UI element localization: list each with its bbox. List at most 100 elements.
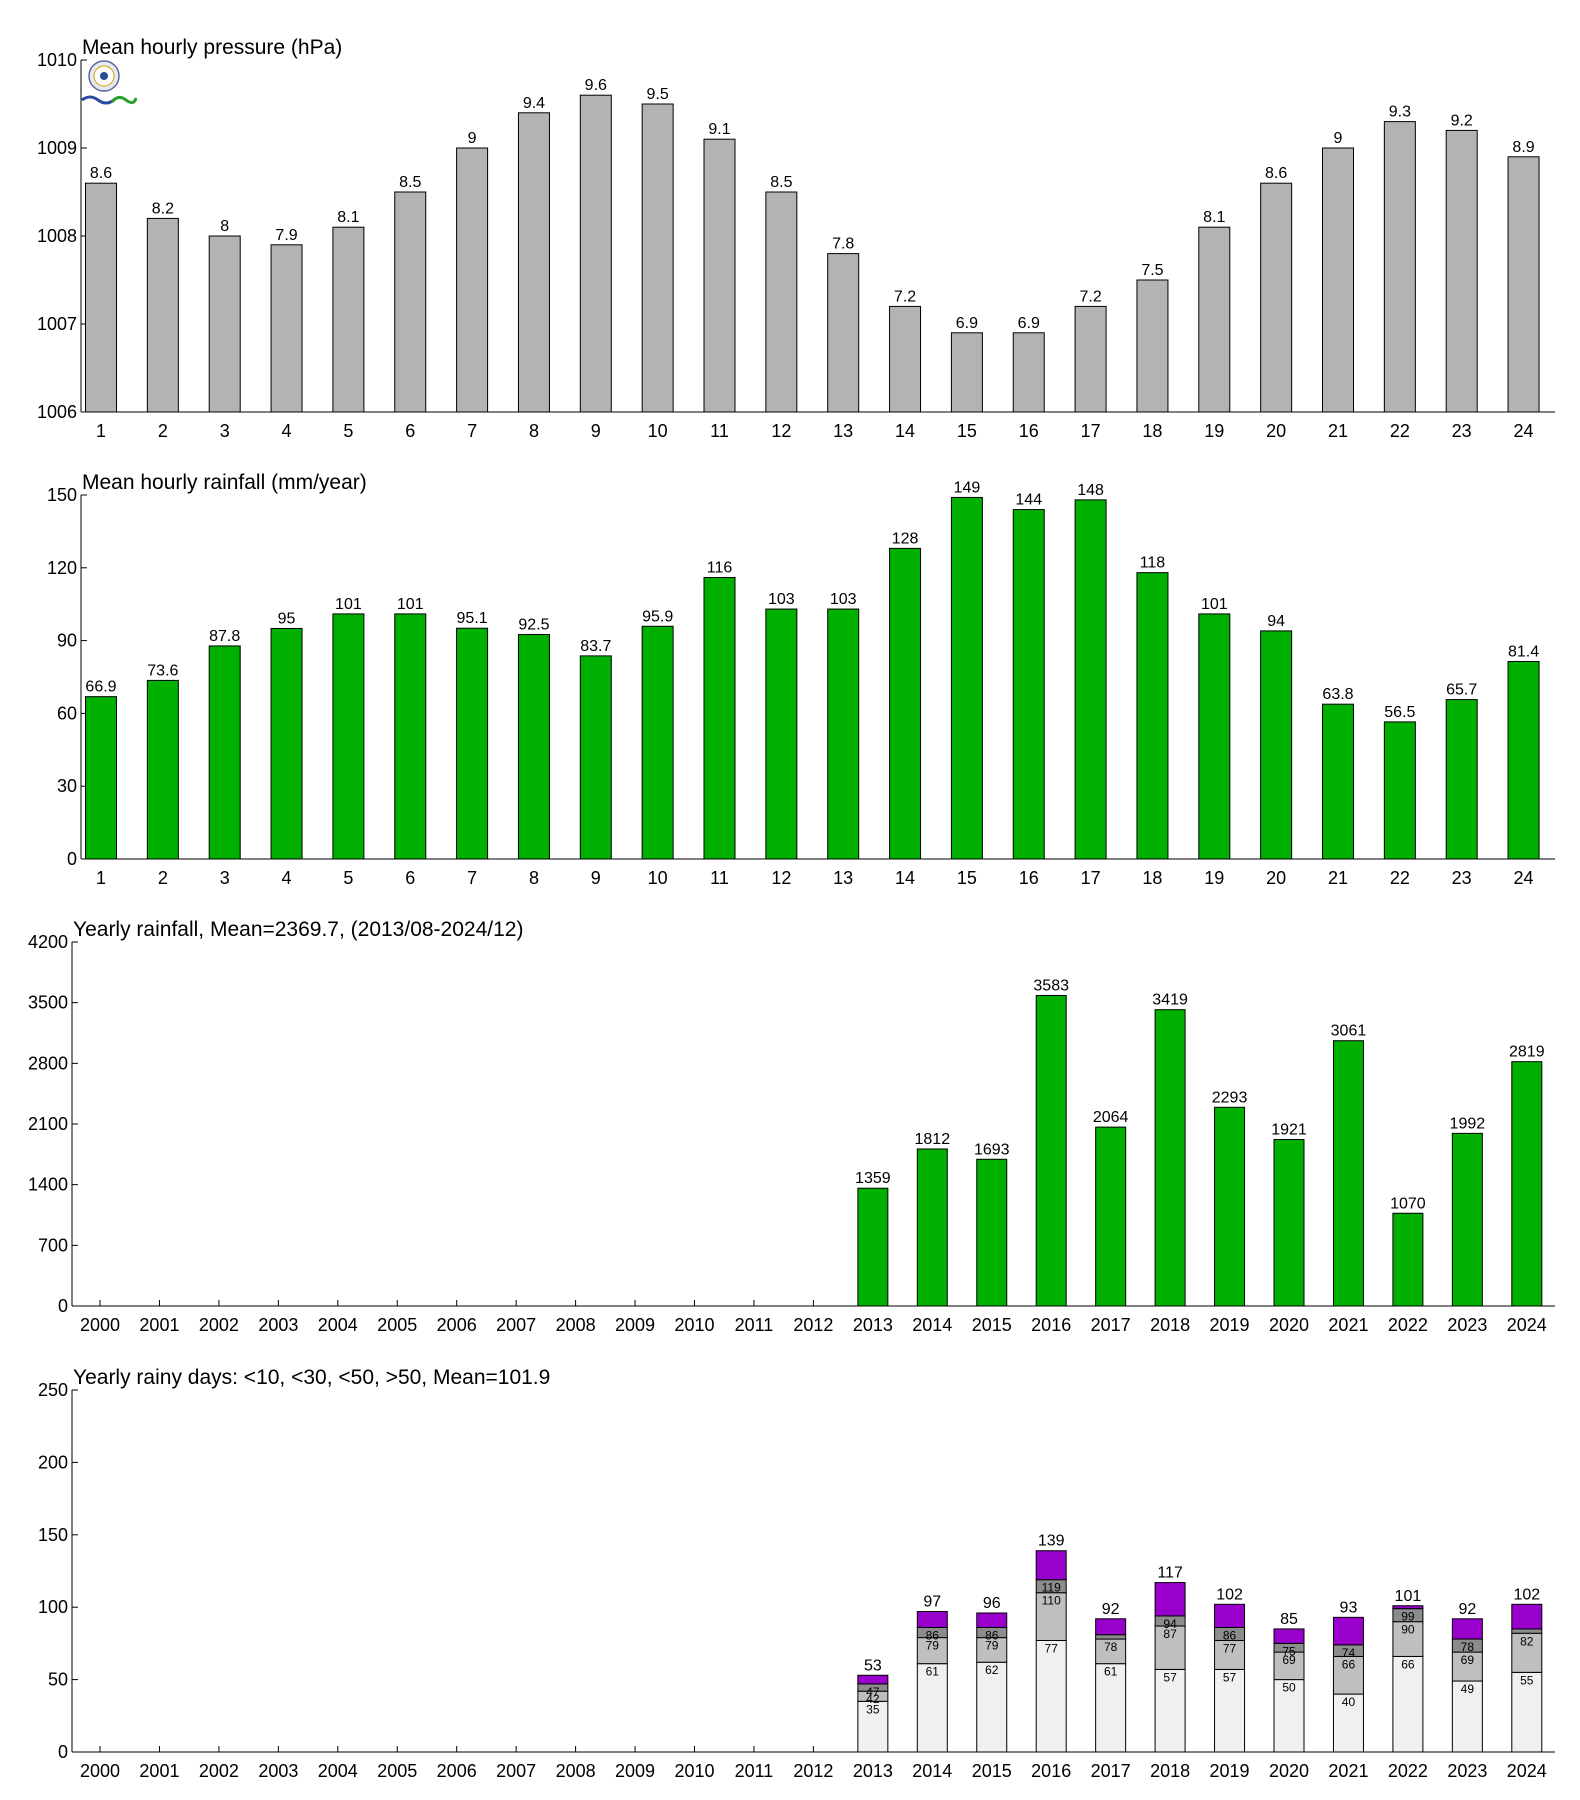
segment-value-label: 99 xyxy=(1401,1610,1415,1624)
bar xyxy=(394,191,427,413)
segment-value-label: 57 xyxy=(1163,1670,1177,1684)
segment-value-label: 86 xyxy=(926,1628,940,1642)
x-tick-label: 2021 xyxy=(1328,1315,1368,1335)
segment-value-label: 86 xyxy=(985,1628,999,1642)
stacked-bar-segment xyxy=(1154,1625,1186,1670)
x-tick-label: 2002 xyxy=(199,1315,239,1335)
stacked-bar-segment xyxy=(1095,1634,1127,1640)
bar-value-label: 101 xyxy=(397,596,424,613)
bar-value-label: 95.1 xyxy=(457,610,488,627)
x-tick-label: 9 xyxy=(591,868,601,888)
segment-value-label: 40 xyxy=(1342,1695,1356,1709)
y-tick-label: 150 xyxy=(38,1525,68,1545)
x-tick-label: 2004 xyxy=(318,1315,358,1335)
y-tick-label: 1007 xyxy=(37,314,77,334)
segment-value-label: 77 xyxy=(1223,1642,1237,1656)
bar xyxy=(889,305,922,413)
segment-value-label: 49 xyxy=(1461,1682,1475,1696)
stacked-bar-segment xyxy=(1095,1638,1127,1665)
x-tick-label: 22 xyxy=(1390,421,1410,441)
segment-value-label: 57 xyxy=(1223,1670,1237,1684)
bar xyxy=(765,608,798,860)
segment-value-label: 50 xyxy=(1282,1681,1296,1695)
bar xyxy=(1273,1139,1305,1307)
x-tick-label: 2005 xyxy=(377,1315,417,1335)
bar xyxy=(517,112,550,413)
bar xyxy=(1095,1126,1127,1307)
bar xyxy=(857,1187,889,1307)
x-tick-label: 2003 xyxy=(258,1315,298,1335)
x-tick-label: 2012 xyxy=(793,1761,833,1781)
x-tick-label: 10 xyxy=(648,868,668,888)
bar-value-label: 8 xyxy=(220,218,229,235)
x-tick-label: 1 xyxy=(96,868,106,888)
y-tick-label: 1008 xyxy=(37,226,77,246)
x-tick-label: 15 xyxy=(957,421,977,441)
x-tick-label: 2019 xyxy=(1210,1761,1250,1781)
bar xyxy=(517,634,550,860)
bar-value-label: 8.5 xyxy=(770,174,792,191)
x-tick-label: 2008 xyxy=(556,1761,596,1781)
x-tick-label: 21 xyxy=(1328,421,1348,441)
x-tick-label: 17 xyxy=(1081,868,1101,888)
bar xyxy=(1322,147,1354,413)
y-tick-label: 30 xyxy=(57,776,77,796)
segment-value-label: 66 xyxy=(1342,1657,1356,1671)
bar xyxy=(1012,332,1045,413)
x-tick-label: 2013 xyxy=(853,1761,893,1781)
stacked-bar-segment xyxy=(1332,1655,1364,1695)
bar-value-label: 128 xyxy=(892,530,919,547)
bar-value-label: 8.1 xyxy=(1203,209,1225,226)
bar xyxy=(1383,721,1416,860)
x-tick-label: 2009 xyxy=(615,1315,655,1335)
bar xyxy=(1214,1106,1246,1307)
segment-value-label: 90 xyxy=(1401,1623,1415,1637)
bar-value-label: 66.9 xyxy=(85,679,116,696)
x-tick-label: 6 xyxy=(405,868,415,888)
stacked-bar-segment xyxy=(1273,1679,1305,1753)
stacked-bar-segment xyxy=(1392,1621,1424,1657)
bar xyxy=(456,627,489,860)
bar xyxy=(641,103,674,413)
bar-value-label: 1812 xyxy=(915,1131,951,1148)
x-tick-label: 2023 xyxy=(1447,1315,1487,1335)
bar-value-label: 9.1 xyxy=(708,121,730,138)
bar-value-label: 149 xyxy=(954,479,981,496)
x-tick-label: 6 xyxy=(405,421,415,441)
bar-value-label: 8.1 xyxy=(337,209,359,226)
y-tick-label: 0 xyxy=(58,1742,68,1762)
x-tick-label: 4 xyxy=(282,421,292,441)
bar-value-label: 94 xyxy=(1267,613,1285,630)
bar xyxy=(641,625,674,860)
bar-value-label: 1359 xyxy=(855,1170,891,1187)
x-tick-label: 9 xyxy=(591,421,601,441)
x-tick-label: 5 xyxy=(343,868,353,888)
bar-value-label: 2064 xyxy=(1093,1109,1129,1126)
segment-value-label: 75 xyxy=(1282,1644,1296,1658)
x-tick-label: 22 xyxy=(1390,868,1410,888)
bar xyxy=(1198,226,1231,413)
bar-value-label: 116 xyxy=(707,560,733,577)
y-tick-label: 200 xyxy=(38,1452,68,1472)
bar xyxy=(1074,499,1107,860)
segment-value-label: 119 xyxy=(1042,1581,1061,1595)
bar xyxy=(85,696,117,860)
x-tick-label: 4 xyxy=(282,868,292,888)
stacked-bar-segment xyxy=(916,1637,948,1665)
x-tick-label: 19 xyxy=(1204,421,1224,441)
x-tick-label: 2021 xyxy=(1328,1761,1368,1781)
segment-value-label: 82 xyxy=(1520,1634,1534,1648)
bar xyxy=(579,94,612,413)
bar xyxy=(1154,1009,1186,1307)
x-tick-label: 2017 xyxy=(1091,1315,1131,1335)
bar-value-label: 9.4 xyxy=(523,95,545,112)
x-tick-label: 2004 xyxy=(318,1761,358,1781)
x-tick-label: 17 xyxy=(1081,421,1101,441)
x-tick-label: 2003 xyxy=(258,1761,298,1781)
x-tick-label: 2020 xyxy=(1269,1761,1309,1781)
bar xyxy=(394,613,427,860)
y-tick-label: 150 xyxy=(47,485,77,505)
x-tick-label: 2000 xyxy=(80,1761,120,1781)
bar-value-label: 2819 xyxy=(1509,1044,1545,1061)
bar-value-label: 7.2 xyxy=(1079,288,1101,305)
